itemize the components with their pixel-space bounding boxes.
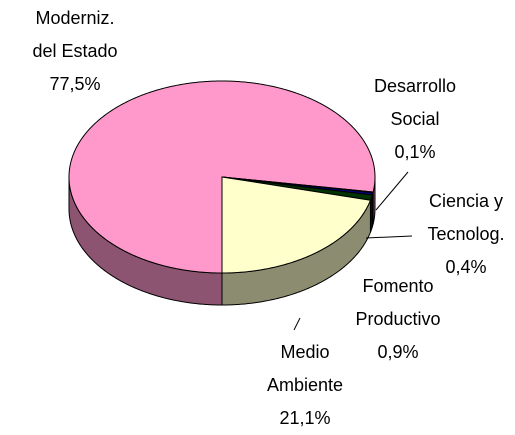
value-label: 21,1% (267, 402, 343, 435)
slice-label: Moderniz. del Estado 77,5% (32, 2, 117, 101)
leader-line (366, 236, 412, 238)
category-label: Moderniz. del Estado (32, 2, 117, 68)
category-label: Desarrollo Social (374, 70, 456, 136)
pie (69, 81, 375, 305)
slice-label: Fomento Productivo 0,9% (355, 270, 440, 369)
category-label: Ciencia y Tecnolog. (427, 185, 504, 251)
leader-line (294, 318, 300, 330)
leader-line (376, 172, 408, 210)
value-label: 0,1% (374, 136, 456, 169)
slice-label: Medio Ambiente 21,1% (267, 336, 343, 435)
category-label: Medio Ambiente (267, 336, 343, 402)
value-label: 77,5% (32, 68, 117, 101)
value-label: 0,9% (355, 336, 440, 369)
pie-tops (69, 81, 375, 273)
category-label: Fomento Productivo (355, 270, 440, 336)
slice-label: Desarrollo Social 0,1% (374, 70, 456, 169)
